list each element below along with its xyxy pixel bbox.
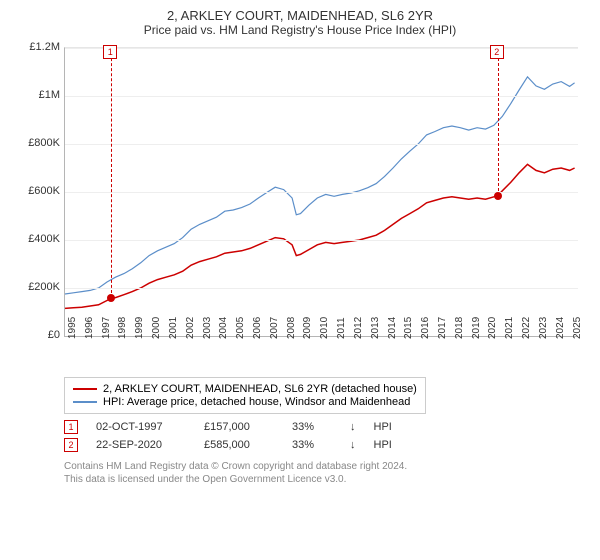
event-tag: HPI bbox=[374, 439, 392, 451]
y-axis-label: £1.2M bbox=[16, 41, 60, 53]
x-axis-label: 2011 bbox=[336, 317, 347, 339]
x-axis-label: 2008 bbox=[286, 317, 297, 339]
footer: Contains HM Land Registry data © Crown c… bbox=[64, 460, 584, 486]
event-price: £585,000 bbox=[204, 439, 274, 451]
marker-label: 1 bbox=[103, 45, 117, 59]
legend-item: 2, ARKLEY COURT, MAIDENHEAD, SL6 2YR (de… bbox=[73, 383, 417, 395]
x-axis-label: 2012 bbox=[353, 317, 364, 339]
y-axis-label: £400K bbox=[16, 233, 60, 245]
event-date: 22-SEP-2020 bbox=[96, 439, 186, 451]
event-row: 2 22-SEP-2020 £585,000 33% ↓ HPI bbox=[64, 438, 584, 452]
x-axis-label: 2015 bbox=[403, 317, 414, 339]
legend-label: 2, ARKLEY COURT, MAIDENHEAD, SL6 2YR (de… bbox=[103, 383, 417, 395]
marker-line bbox=[111, 48, 112, 298]
x-axis-label: 1999 bbox=[134, 317, 145, 339]
footer-line-1: Contains HM Land Registry data © Crown c… bbox=[64, 460, 584, 473]
y-axis-label: £0 bbox=[16, 329, 60, 341]
marker-dot bbox=[107, 294, 115, 302]
gridline bbox=[65, 240, 578, 241]
legend-swatch bbox=[73, 388, 97, 390]
y-axis-label: £200K bbox=[16, 281, 60, 293]
x-axis-label: 2017 bbox=[437, 317, 448, 339]
x-axis-label: 1998 bbox=[117, 317, 128, 339]
x-axis-label: 1997 bbox=[101, 317, 112, 339]
marker-line bbox=[498, 48, 499, 196]
x-axis-label: 2010 bbox=[319, 317, 330, 339]
y-axis-label: £600K bbox=[16, 185, 60, 197]
event-marker: 2 bbox=[64, 438, 78, 452]
x-axis-label: 2006 bbox=[252, 317, 263, 339]
x-axis-label: 2016 bbox=[420, 317, 431, 339]
legend-swatch bbox=[73, 401, 97, 403]
x-axis-label: 2000 bbox=[151, 317, 162, 339]
events-table: 1 02-OCT-1997 £157,000 33% ↓ HPI 2 22-SEP-2020 £… bbox=[64, 420, 584, 452]
x-axis-label: 1995 bbox=[67, 317, 78, 339]
event-price: £157,000 bbox=[204, 421, 274, 433]
x-axis-label: 2020 bbox=[487, 317, 498, 339]
x-axis-label: 2003 bbox=[202, 317, 213, 339]
x-axis-label: 2001 bbox=[168, 317, 179, 339]
marker-label: 2 bbox=[490, 45, 504, 59]
x-axis-label: 2021 bbox=[504, 317, 515, 339]
event-pct: 33% bbox=[292, 421, 332, 433]
line-chart bbox=[64, 47, 578, 337]
footer-line-2: This data is licensed under the Open Gov… bbox=[64, 473, 584, 486]
arrow-down-icon: ↓ bbox=[350, 421, 356, 433]
x-axis-label: 1996 bbox=[84, 317, 95, 339]
gridline bbox=[65, 288, 578, 289]
event-date: 02-OCT-1997 bbox=[96, 421, 186, 433]
x-axis-label: 2005 bbox=[235, 317, 246, 339]
y-axis-label: £1M bbox=[16, 89, 60, 101]
x-axis-label: 2024 bbox=[555, 317, 566, 339]
event-row: 1 02-OCT-1997 £157,000 33% ↓ HPI bbox=[64, 420, 584, 434]
x-axis-label: 2019 bbox=[471, 317, 482, 339]
gridline bbox=[65, 144, 578, 145]
x-axis-label: 2018 bbox=[454, 317, 465, 339]
x-axis-label: 2014 bbox=[387, 317, 398, 339]
legend-label: HPI: Average price, detached house, Wind… bbox=[103, 396, 410, 408]
x-axis-label: 2013 bbox=[370, 317, 381, 339]
legend: 2, ARKLEY COURT, MAIDENHEAD, SL6 2YR (de… bbox=[64, 377, 426, 414]
marker-dot bbox=[494, 192, 502, 200]
x-axis-label: 2004 bbox=[218, 317, 229, 339]
x-axis-label: 2007 bbox=[269, 317, 280, 339]
x-axis-label: 2009 bbox=[302, 317, 313, 339]
x-axis-label: 2023 bbox=[538, 317, 549, 339]
chart-wrap: £0 £200K £400K £600K £800K £1M £1.2M 1995 1996 19… bbox=[16, 43, 584, 373]
x-axis-label: 2022 bbox=[521, 317, 532, 339]
event-marker: 1 bbox=[64, 420, 78, 434]
arrow-down-icon: ↓ bbox=[350, 439, 356, 451]
event-pct: 33% bbox=[292, 439, 332, 451]
event-tag: HPI bbox=[374, 421, 392, 433]
y-axis-label: £800K bbox=[16, 137, 60, 149]
page-title: 2, ARKLEY COURT, MAIDENHEAD, SL6 2YR bbox=[16, 8, 584, 23]
page-subtitle: Price paid vs. HM Land Registry's House … bbox=[16, 23, 584, 37]
x-axis-label: 2002 bbox=[185, 317, 196, 339]
legend-item: HPI: Average price, detached house, Wind… bbox=[73, 396, 417, 408]
gridline bbox=[65, 96, 578, 97]
x-axis-label: 2025 bbox=[572, 317, 583, 339]
